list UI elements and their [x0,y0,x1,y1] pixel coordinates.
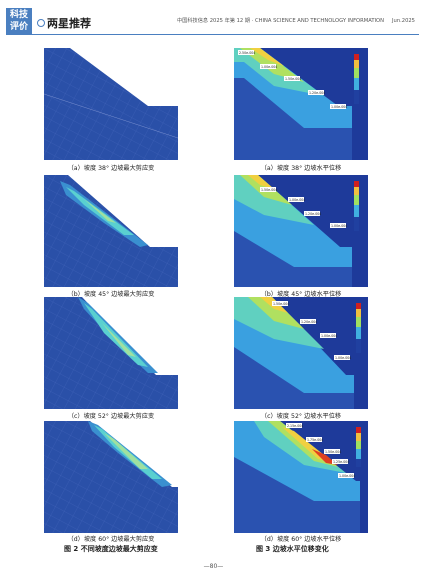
contour-label: 1.20e-004 [305,212,321,216]
running-header: 中国科技信息 2025 年第 12 期 · CHINA SCIENCE AND … [169,17,415,24]
shear-strain-figure-a [44,48,178,160]
displacement-figure-a: 2.50e-004 1.00e-004 1.50e-004 1.20e-004 … [234,48,368,160]
figure-2-title: 图 2 不同坡度边坡最大剪应变 [64,545,158,553]
journal-name: 中国科技信息 2025 年第 12 期 · CHINA SCIENCE AND … [176,18,385,24]
caption-shear-d: （d）坡度 60° 边坡最大剪应变 [67,536,155,543]
contour-label: 1.20e-004 [309,91,325,95]
shear-strain-figure-d [44,421,178,533]
caption-shear-c: （c）坡度 52° 边坡最大剪应变 [67,413,155,420]
contour-label: 1.50e-004 [273,302,289,306]
contour-label: 1.20e-004 [301,320,317,324]
contour-label: 1.00e-004 [261,65,277,69]
caption-disp-c: （c）坡度 52° 边坡水平位移 [260,413,342,420]
shear-strain-figure-b [44,175,178,287]
contour-label: 1.50e-004 [325,450,341,454]
issue-date: Jun.2025 [392,18,415,24]
contour-label: 1.25e-004 [333,460,349,464]
contour-label: 1.00e-004 [321,334,337,338]
contour-label: 2.15e-004 [287,424,303,428]
displacement-figure-c: 1.50e-004 1.20e-004 1.00e-004 1.00e-004 [234,297,368,409]
circle-icon [37,19,45,27]
displacement-figure-d: 2.15e-004 1.75e-004 1.50e-004 1.25e-004 … [234,421,368,533]
figure-3-title: 图 3 边坡水平位移变化 [256,545,329,553]
caption-disp-d: （d）坡度 60° 边坡水平位移 [260,536,342,543]
contour-label: 1.50e-004 [285,77,301,81]
column-badge: 科技 评价 [6,8,32,34]
contour-label: 1.00e-004 [289,198,305,202]
contour-label: 1.00e-004 [335,356,351,360]
caption-shear-a: （a）坡度 38° 边坡最大剪应变 [67,165,155,172]
caption-disp-a: （a）坡度 38° 边坡水平位移 [260,165,342,172]
contour-label: 1.50e-004 [261,188,277,192]
badge-line-2: 评价 [9,22,28,32]
caption-shear-b: （b）坡度 45° 边坡最大剪应变 [67,291,155,298]
contour-label: 1.00e-004 [331,224,347,228]
contour-label: 1.00e-004 [339,474,355,478]
badge-line-1: 科技 [9,10,28,20]
page-number: —80— [203,563,224,570]
contour-label: 1.00e-004 [331,105,347,109]
section-title-text: 两星推荐 [47,17,91,30]
header-rule [6,34,419,35]
contour-label: 2.50e-004 [239,51,255,55]
contour-label: 1.75e-004 [307,438,323,442]
shear-strain-figure-c [44,297,178,409]
displacement-figure-b: 1.50e-004 1.00e-004 1.20e-004 1.00e-004 [234,175,368,287]
caption-disp-b: （b）坡度 45° 边坡水平位移 [260,291,342,298]
section-title: 两星推荐 [37,15,91,31]
